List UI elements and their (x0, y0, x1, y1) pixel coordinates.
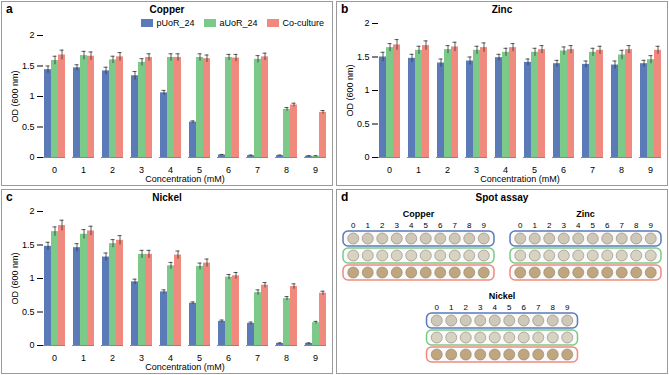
svg-text:3: 3 (139, 353, 144, 363)
svg-text:0.5: 0.5 (22, 307, 35, 317)
svg-text:5: 5 (507, 303, 512, 312)
svg-text:OD (600 nm): OD (600 nm) (345, 64, 355, 116)
svg-text:0: 0 (29, 152, 34, 162)
html-text:aUoR_24: aUoR_24 (219, 18, 258, 28)
svg-text:1.5: 1.5 (22, 61, 35, 71)
svg-text:1: 1 (533, 221, 538, 230)
svg-text:9: 9 (648, 165, 653, 175)
svg-text:0: 0 (387, 165, 392, 175)
svg-text:8: 8 (284, 165, 289, 175)
svg-text:4: 4 (576, 221, 581, 230)
svg-text:Nickel: Nickel (489, 291, 516, 301)
svg-text:5: 5 (197, 164, 202, 175)
svg-text:2: 2 (29, 30, 34, 40)
svg-text:Concentration (mM): Concentration (mM) (145, 362, 225, 372)
svg-text:2: 2 (547, 221, 552, 230)
svg-text:8: 8 (467, 221, 472, 230)
svg-text:Copper: Copper (403, 209, 435, 219)
svg-text:4: 4 (493, 303, 498, 312)
svg-text:OD (600 nm): OD (600 nm) (10, 70, 20, 122)
svg-text:1: 1 (29, 91, 34, 101)
svg-text:0: 0 (52, 353, 57, 363)
svg-text:Concentration (mM): Concentration (mM) (145, 174, 225, 184)
svg-text:2: 2 (110, 165, 115, 175)
svg-text:1.5: 1.5 (357, 52, 370, 62)
svg-text:2: 2 (364, 18, 369, 28)
svg-text:2: 2 (445, 165, 450, 175)
svg-text:8: 8 (634, 221, 639, 230)
html-text:a: a (6, 2, 13, 16)
svg-text:1: 1 (81, 165, 86, 175)
svg-text:4: 4 (503, 164, 508, 175)
html-text:Co-culture: Co-culture (282, 18, 324, 28)
svg-text:1: 1 (416, 165, 421, 175)
html-text:Zinc: Zinc (491, 4, 513, 15)
svg-text:0.5: 0.5 (22, 122, 35, 132)
svg-text:9: 9 (565, 303, 570, 312)
svg-text:7: 7 (620, 221, 625, 230)
svg-text:6: 6 (438, 221, 443, 230)
svg-text:7: 7 (453, 221, 458, 230)
svg-text:3: 3 (474, 165, 479, 175)
svg-text:4: 4 (168, 164, 173, 175)
svg-text:1: 1 (366, 221, 371, 230)
svg-text:0: 0 (29, 340, 34, 350)
svg-text:1: 1 (364, 85, 369, 95)
svg-text:0: 0 (351, 221, 356, 230)
svg-text:8: 8 (551, 303, 556, 312)
svg-text:4: 4 (168, 352, 173, 363)
svg-text:0: 0 (52, 165, 57, 175)
svg-text:1: 1 (29, 273, 34, 283)
svg-text:3: 3 (562, 221, 567, 230)
html-text:pUoR_24: pUoR_24 (156, 18, 195, 28)
svg-text:0: 0 (435, 303, 440, 312)
svg-text:7: 7 (536, 303, 541, 312)
svg-text:Concentration (mM): Concentration (mM) (480, 174, 560, 184)
svg-text:7: 7 (255, 353, 260, 363)
html-text:c: c (6, 190, 13, 204)
svg-text:1: 1 (449, 303, 454, 312)
html-text:Copper: Copper (149, 4, 185, 15)
svg-text:8: 8 (619, 165, 624, 175)
svg-text:2: 2 (380, 221, 385, 230)
svg-text:0: 0 (364, 152, 369, 162)
svg-text:5: 5 (424, 221, 429, 230)
svg-text:OD (600 nm): OD (600 nm) (10, 252, 20, 304)
svg-text:0: 0 (518, 221, 523, 230)
svg-text:7: 7 (590, 165, 595, 175)
svg-text:6: 6 (561, 165, 566, 175)
svg-text:6: 6 (226, 353, 231, 363)
svg-text:5: 5 (591, 221, 596, 230)
svg-text:8: 8 (284, 353, 289, 363)
svg-text:9: 9 (313, 353, 318, 363)
svg-text:7: 7 (255, 165, 260, 175)
svg-text:3: 3 (139, 165, 144, 175)
html-text:Nickel: Nickel (152, 192, 182, 203)
svg-text:0.5: 0.5 (357, 119, 370, 129)
svg-text:9: 9 (313, 165, 318, 175)
html-text:b: b (341, 2, 349, 16)
svg-text:6: 6 (226, 165, 231, 175)
svg-text:2: 2 (29, 206, 34, 216)
svg-text:6: 6 (605, 221, 610, 230)
svg-text:2: 2 (464, 303, 469, 312)
html-text:d: d (341, 190, 349, 204)
svg-text:1.5: 1.5 (22, 240, 35, 250)
svg-text:6: 6 (522, 303, 527, 312)
svg-text:3: 3 (478, 303, 483, 312)
svg-text:4: 4 (409, 221, 414, 230)
svg-text:Zinc: Zinc (576, 209, 595, 219)
svg-text:2: 2 (110, 353, 115, 363)
svg-text:5: 5 (197, 352, 202, 363)
svg-text:9: 9 (482, 221, 487, 230)
svg-text:3: 3 (395, 221, 400, 230)
html-text:Spot assay: Spot assay (475, 192, 529, 203)
svg-text:9: 9 (649, 221, 654, 230)
svg-text:1: 1 (81, 353, 86, 363)
svg-text:5: 5 (532, 164, 537, 175)
